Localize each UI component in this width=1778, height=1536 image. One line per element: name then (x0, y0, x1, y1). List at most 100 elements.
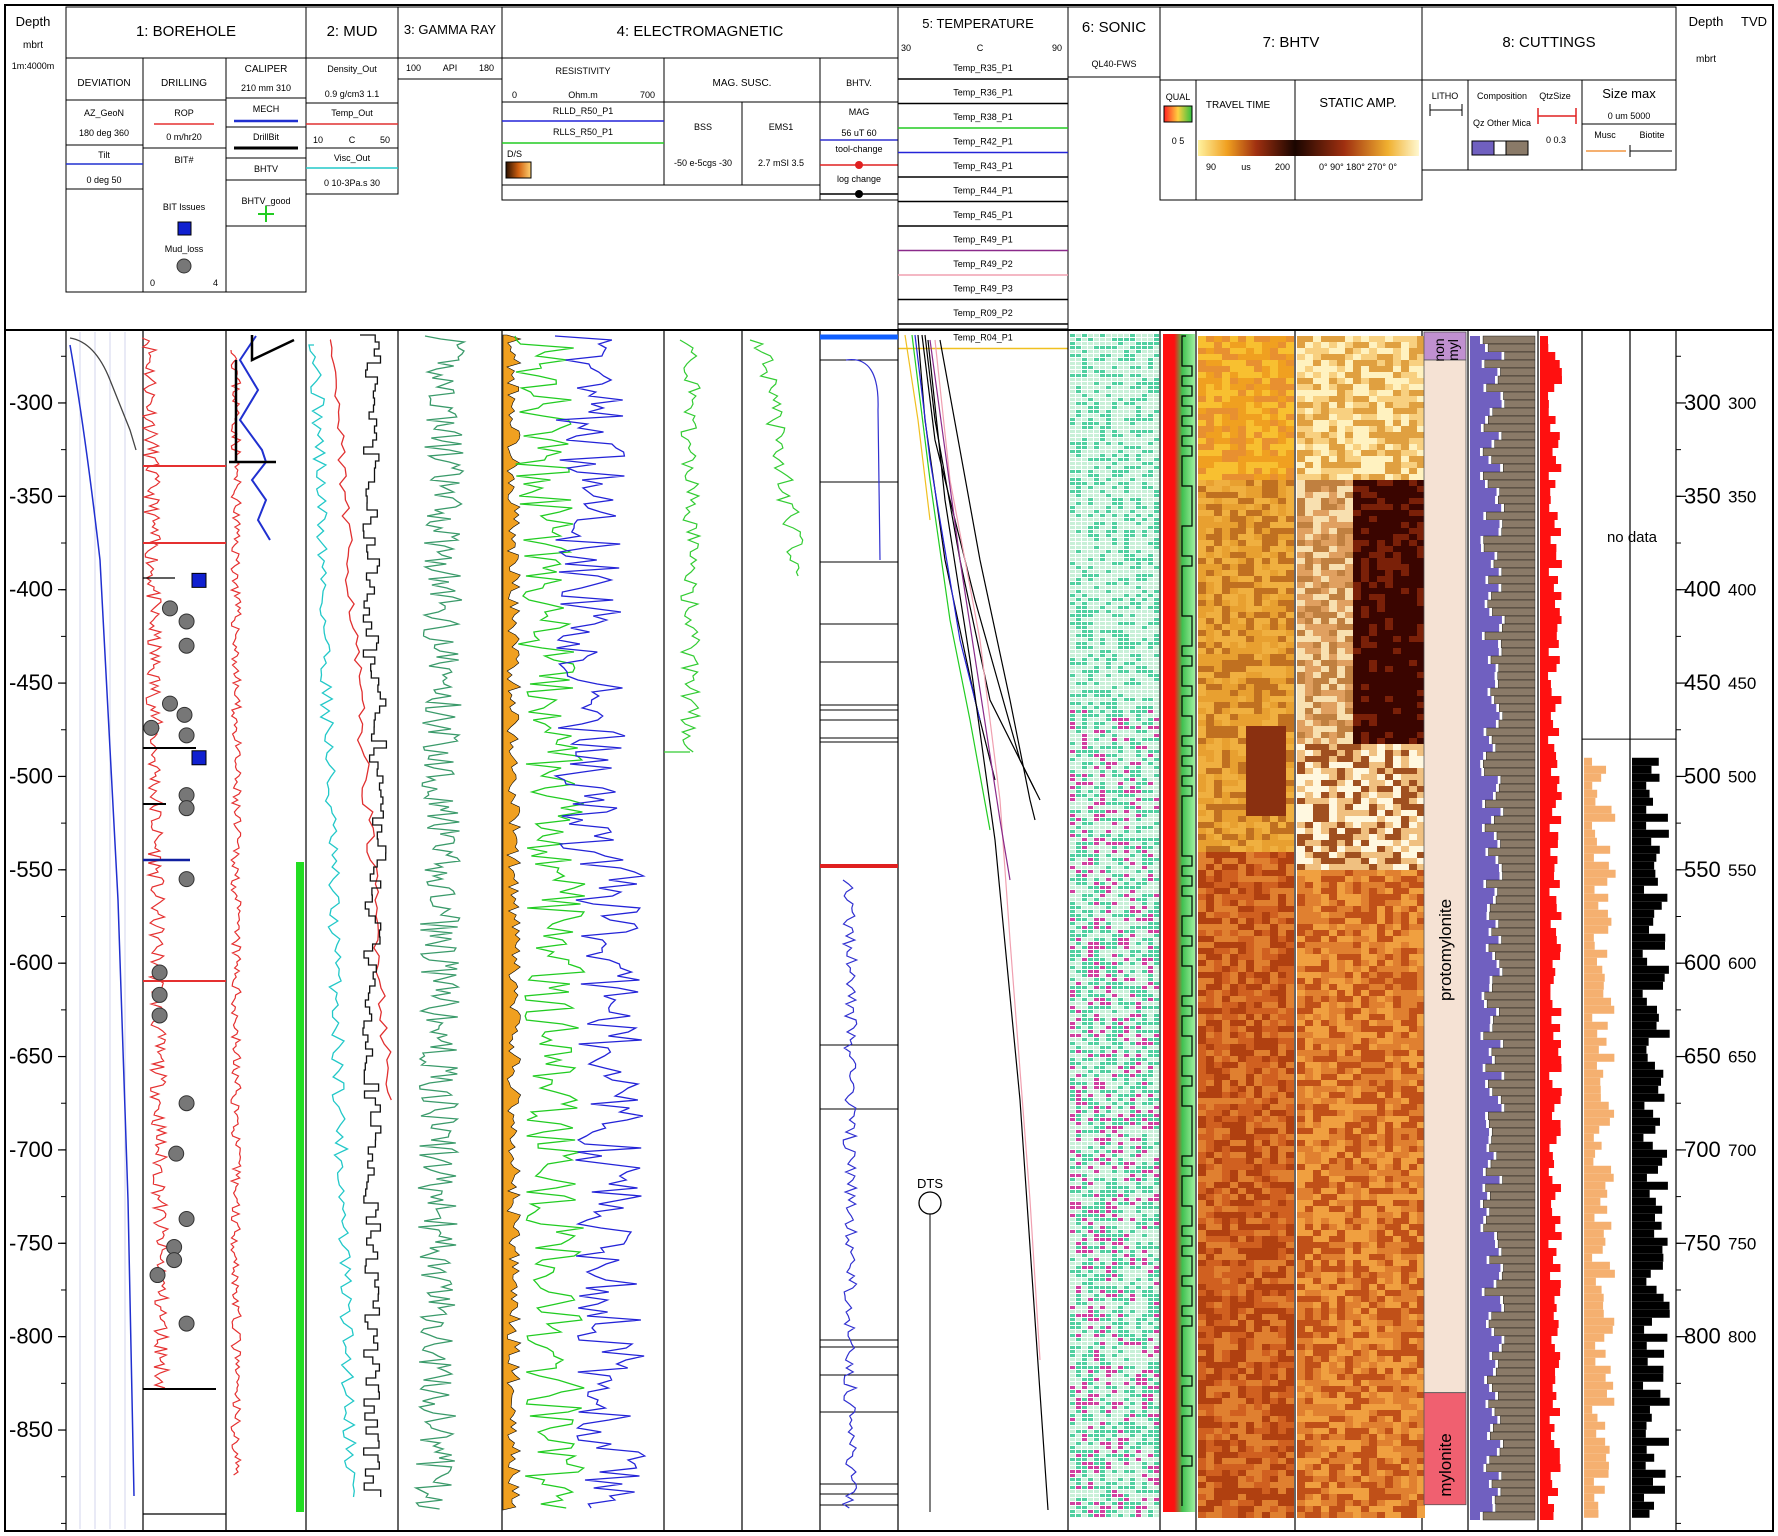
sonic-cell (1112, 842, 1117, 845)
sonic-cell (1154, 1430, 1159, 1433)
sonic-cell (1136, 1142, 1141, 1145)
sonic-cell (1082, 878, 1087, 881)
sonic-cell (1148, 382, 1153, 385)
sonic-cell (1148, 1210, 1153, 1213)
sonic-cell (1142, 1134, 1147, 1137)
sonic-cell (1118, 1506, 1123, 1509)
sonic-cell (1148, 454, 1153, 457)
travel-cell (1262, 384, 1270, 390)
sonic-cell (1154, 1026, 1159, 1029)
sonic-cell (1100, 570, 1105, 573)
sonic-cell (1106, 890, 1111, 893)
sonic-cell (1100, 630, 1105, 633)
sonic-cell (1088, 1198, 1093, 1201)
sonic-cell (1136, 822, 1141, 825)
sonic-cell (1142, 562, 1147, 565)
sonic-cell (1094, 1018, 1099, 1021)
sonic-cell (1094, 1242, 1099, 1245)
sonic-cell (1142, 426, 1147, 429)
sonic-cell (1088, 490, 1093, 493)
sonic-cell (1082, 798, 1087, 801)
sonic-cell (1142, 890, 1147, 893)
sonic-cell (1088, 914, 1093, 917)
travel-cell (1246, 366, 1254, 372)
sonic-cell (1088, 414, 1093, 417)
sonic-cell (1118, 474, 1123, 477)
sonic-cell (1088, 534, 1093, 537)
sonic-cell (1094, 1402, 1099, 1405)
sonic-cell (1076, 706, 1081, 709)
sonic-cell (1154, 1174, 1159, 1177)
sonic-cell (1070, 574, 1075, 577)
sonic-cell (1088, 650, 1093, 653)
sonic-cell (1136, 1010, 1141, 1013)
mag-name: MAG (849, 107, 870, 117)
sonic-cell (1142, 886, 1147, 889)
sonic-cell (1136, 1106, 1141, 1109)
sonic-cell (1082, 870, 1087, 873)
sonic-cell (1142, 1266, 1147, 1269)
sonic-cell (1112, 594, 1117, 597)
sonic-cell (1130, 966, 1135, 969)
sonic-cell (1136, 1318, 1141, 1321)
sonic-cell (1154, 1514, 1159, 1517)
sonic-cell (1100, 982, 1105, 985)
sonic-cell (1124, 366, 1129, 369)
sonic-cell (1088, 1062, 1093, 1065)
sonic-cell (1130, 1118, 1135, 1121)
sonic-cell (1148, 1306, 1153, 1309)
sonic-cell (1082, 470, 1087, 473)
sonic-cell (1136, 846, 1141, 849)
sonic-cell (1112, 478, 1117, 481)
sonic-cell (1124, 894, 1129, 897)
sonic-cell (1130, 518, 1135, 521)
sonic-cell (1130, 766, 1135, 769)
sonic-cell (1076, 370, 1081, 373)
sonic-cell (1130, 1402, 1135, 1405)
sonic-cell (1088, 978, 1093, 981)
sonic-cell (1106, 1078, 1111, 1081)
sonic-cell (1070, 690, 1075, 693)
sonic-cell (1142, 806, 1147, 809)
sonic-cell (1142, 642, 1147, 645)
sonic-cell (1082, 586, 1087, 589)
sonic-cell (1070, 1170, 1075, 1173)
sonic-cell (1136, 1198, 1141, 1201)
sonic-cell (1154, 734, 1159, 737)
bhtv-title: 7: BHTV (1263, 34, 1320, 51)
sonic-cell (1106, 966, 1111, 969)
sonic-cell (1148, 630, 1153, 633)
sonic-cell (1106, 1446, 1111, 1449)
sonic-cell (1148, 870, 1153, 873)
sonic-cell (1154, 1158, 1159, 1161)
sonic-cell (1094, 1390, 1099, 1393)
sonic-cell (1094, 646, 1099, 649)
sonic-cell (1076, 1122, 1081, 1125)
sonic-cell (1082, 434, 1087, 437)
sonic-cell (1112, 470, 1117, 473)
sonic-cell (1076, 1174, 1081, 1177)
travel-cell (1270, 360, 1278, 366)
sonic-cell (1112, 1082, 1117, 1085)
sonic-cell (1082, 898, 1087, 901)
sonic-cell (1088, 838, 1093, 841)
sonic-cell (1136, 1354, 1141, 1357)
sonic-cell (1082, 530, 1087, 533)
sonic-cell (1076, 778, 1081, 781)
sonic-cell (1070, 1186, 1075, 1189)
sonic-cell (1076, 1450, 1081, 1453)
sonic-cell (1148, 826, 1153, 829)
sonic-cell (1112, 410, 1117, 413)
sonic-cell (1112, 918, 1117, 921)
sonic-cell (1148, 798, 1153, 801)
sonic-cell (1112, 618, 1117, 621)
sonic-cell (1106, 1438, 1111, 1441)
sonic-cell (1142, 986, 1147, 989)
res-unit: Ohm.m (568, 90, 598, 100)
sonic-cell (1124, 730, 1129, 733)
sonic-cell (1130, 1138, 1135, 1141)
sonic-cell (1154, 1490, 1159, 1493)
sonic-cell (1118, 1150, 1123, 1153)
sonic-cell (1100, 558, 1105, 561)
sonic-cell (1100, 950, 1105, 953)
